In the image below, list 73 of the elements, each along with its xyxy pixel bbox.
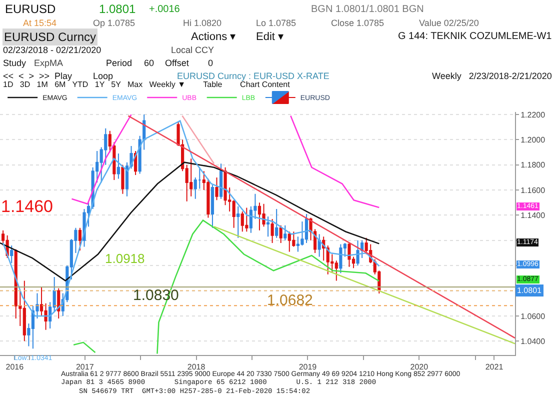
x-tick-label: 2021 — [485, 362, 504, 372]
candlestick — [10, 244, 14, 264]
x-tick-label: 2019 — [298, 362, 318, 372]
candlestick — [266, 216, 270, 238]
candlestick — [279, 224, 282, 244]
text: Hi 1.0820 — [183, 18, 222, 28]
y-tick-label: 1.2000 — [520, 136, 546, 144]
text: Period — [106, 58, 132, 68]
y-tick-label: 1.1400 — [520, 211, 546, 220]
candlestick — [108, 130, 112, 153]
candlestick — [215, 176, 218, 201]
candlestick — [356, 240, 360, 266]
line-series — [0, 162, 380, 282]
text: Lo 1.0785 — [256, 18, 296, 28]
candlestick — [270, 218, 274, 244]
text: Offset — [165, 58, 190, 68]
text: Value 02/25/20 — [419, 18, 479, 28]
candlestick — [78, 227, 82, 251]
text: Weekly 2/23/2018-2/21/2020 — [432, 71, 552, 81]
text: Actions ▾ — [191, 31, 236, 43]
candlestick — [121, 164, 124, 194]
candlestick — [219, 163, 223, 200]
annotation: 1.0682 — [267, 292, 313, 309]
y-tick-label: 1.0600 — [520, 312, 546, 321]
candlestick — [112, 142, 116, 180]
candlestick — [116, 153, 120, 180]
chart-title: EURUSD Curncy — [4, 30, 96, 44]
text: Close 1.0785 — [331, 18, 384, 28]
text: At 15:54 — [23, 18, 57, 28]
x-tick-label: 2020 — [410, 362, 429, 372]
y-tick-label: 1.0400 — [520, 336, 546, 346]
candlestick — [339, 244, 342, 274]
x-tick-label: 2016 — [6, 362, 24, 372]
candlestick — [245, 207, 248, 232]
text: Op 1.0785 — [93, 18, 136, 28]
candlestick — [348, 242, 351, 268]
text: Edit ▾ — [256, 31, 284, 43]
y-tick-label: 1.1800 — [520, 160, 546, 170]
text: Local CCY — [171, 45, 214, 55]
text: G 144: TEKNIK COZUMLEME-W1 — [398, 31, 552, 42]
candlestick — [57, 288, 60, 319]
candlestick — [210, 184, 214, 228]
y-tick-label: 1.1600 — [520, 186, 546, 195]
text: BGN 1.0801/1.0801 BGN — [311, 4, 424, 15]
y-tick-label: 1.2200 — [520, 110, 546, 120]
candlestick — [236, 206, 240, 238]
x-tick-label: 2018 — [187, 362, 206, 372]
candlestick — [318, 234, 321, 258]
candlestick — [240, 210, 244, 232]
text: ExpMA — [34, 58, 64, 68]
x-tick-label: 2017 — [76, 362, 94, 372]
candlestick — [288, 231, 291, 252]
candlestick — [284, 224, 287, 241]
text: Study — [3, 58, 27, 68]
ref-line-label: 1.0801 — [517, 286, 542, 295]
candlestick — [275, 208, 278, 238]
annotation: 1.0918 — [105, 251, 145, 266]
candlestick — [22, 280, 26, 342]
text: +.0016 — [149, 4, 180, 15]
text: 0 — [208, 58, 214, 68]
text: 1D 3D 1M 6M YTD 1Y 5Y Max Weekly ▼ Table Chart Content — [3, 80, 291, 89]
text: EURUSD — [5, 2, 56, 16]
candlestick — [258, 202, 262, 231]
candlestick — [262, 203, 266, 228]
annotation: 1.1460 — [1, 197, 53, 216]
text: 1.0801 — [99, 2, 136, 16]
text: Loop — [93, 71, 114, 81]
chart-subtitle: EURUSD Curncy : EUR-USD X-RATE — [177, 71, 330, 81]
text: << < > >> Play — [3, 71, 73, 81]
text: 60 — [144, 58, 154, 68]
candlestick — [304, 213, 308, 244]
text: 02/23/2018 - 02/21/2020 — [3, 45, 102, 55]
line-series — [2, 120, 380, 317]
